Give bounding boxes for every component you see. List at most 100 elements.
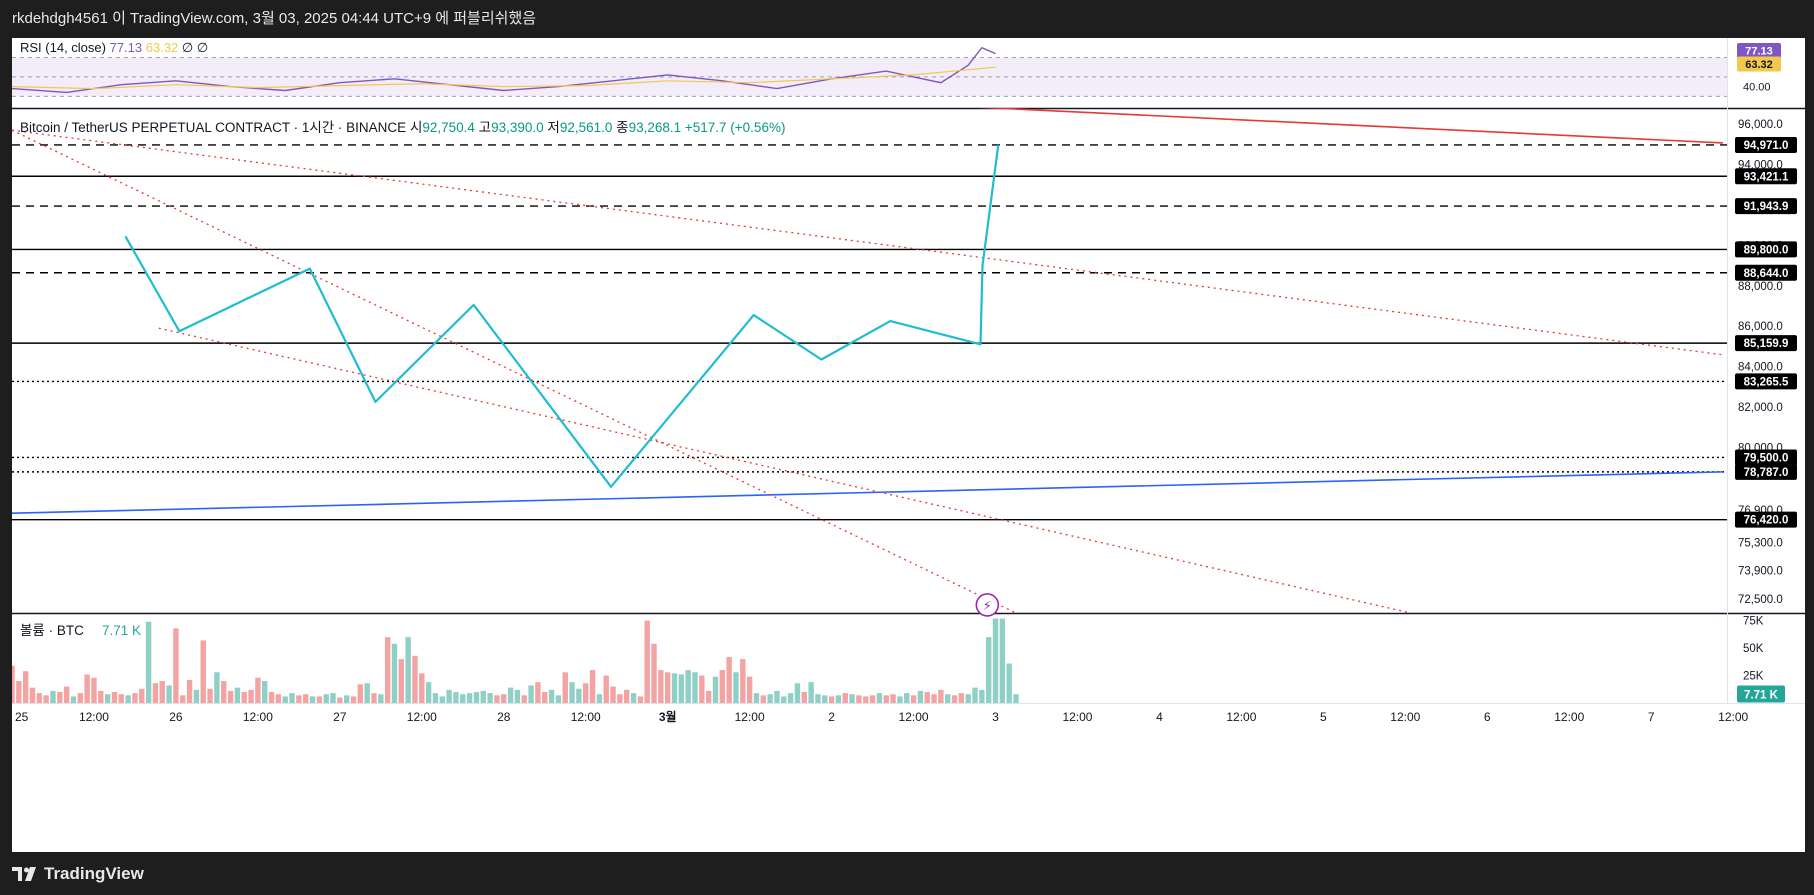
- volume-bar: [391, 643, 398, 703]
- volume-bar: [712, 676, 719, 703]
- volume-bar: [70, 696, 77, 703]
- level-badge-label: 94,971.0: [1744, 140, 1789, 152]
- volume-bar: [12, 665, 15, 703]
- volume-bar: [302, 694, 309, 703]
- volume-bar: [268, 692, 275, 703]
- volume-bar: [589, 670, 596, 703]
- volume-bar: [439, 696, 445, 703]
- price-tick-label: 84,000.0: [1738, 362, 1783, 374]
- volume-bar: [350, 696, 357, 703]
- volume-bar: [43, 695, 49, 703]
- volume-bar: [787, 693, 794, 703]
- level-badge-label: 79,500.0: [1744, 452, 1789, 464]
- trendline-dotted: [158, 327, 1411, 613]
- rsi-series-rsi: [12, 46, 996, 94]
- time-tick-label: 2: [828, 710, 835, 724]
- volume-bar: [227, 690, 234, 703]
- brand-name: TradingView: [44, 864, 144, 883]
- volume-bar: [91, 677, 97, 703]
- volume-bar: [405, 637, 411, 703]
- volume-bar: [466, 693, 473, 703]
- volume-bar: [159, 681, 165, 703]
- volume-bar: [535, 682, 541, 703]
- volume-bar: [685, 670, 691, 703]
- volume-bar: [965, 694, 971, 703]
- trading-chart[interactable]: RSI (14, close) 77.13 63.32 ∅ ∅ 40.0077.…: [12, 38, 1805, 852]
- time-tick-label: 12:00: [899, 710, 929, 724]
- volume-bar: [487, 693, 493, 703]
- time-tick-label: 12:00: [407, 710, 437, 724]
- level-badge-label: 83,265.5: [1744, 376, 1789, 388]
- volume-bar: [876, 693, 883, 703]
- volume-bar: [822, 695, 828, 703]
- time-tick-label: 3: [992, 710, 999, 724]
- volume-bar: [972, 687, 978, 703]
- volume-bar: [432, 693, 439, 703]
- volume-bar: [514, 689, 521, 703]
- volume-bar: [460, 694, 466, 703]
- volume-bar: [664, 672, 671, 703]
- time-tick-label: 12:00: [1062, 710, 1092, 724]
- volume-bar: [22, 671, 29, 703]
- time-tick-label: 6: [1484, 710, 1491, 724]
- volume-bar: [248, 689, 254, 703]
- volume-bar: [473, 692, 480, 703]
- level-badge-label: 78,787.0: [1744, 467, 1789, 479]
- volume-bar: [637, 696, 644, 703]
- volume-bar: [897, 696, 903, 703]
- volume-bar: [999, 618, 1006, 703]
- volume-bar: [774, 690, 780, 703]
- ohlc-label: 종: [616, 120, 628, 135]
- volume-bar: [125, 695, 131, 703]
- level-badge-label: 89,800.0: [1744, 244, 1789, 256]
- volume-bar: [343, 695, 350, 703]
- volume-bar: [111, 692, 118, 703]
- price-change: +517.7 (+0.56%): [685, 120, 786, 135]
- volume-bar: [726, 656, 732, 703]
- trendline-solid: [12, 471, 1723, 515]
- volume-bar: [610, 686, 616, 703]
- volume-bar: [548, 689, 555, 703]
- volume-bar: [446, 689, 452, 703]
- volume-bar: [453, 692, 459, 703]
- volume-bar: [16, 681, 22, 703]
- volume-bar: [29, 687, 36, 703]
- ohlc-value: 92,750.4: [422, 120, 478, 135]
- chart-frame: RSI (14, close) 77.13 63.32 ∅ ∅ 40.00 77.…: [12, 38, 1805, 852]
- volume-bar: [180, 695, 186, 703]
- rsi-legend-value: 77.13: [110, 40, 146, 55]
- level-badge-bg: [1735, 136, 1797, 153]
- volume-bar: [186, 679, 193, 703]
- brand-footer[interactable]: TradingView: [12, 862, 144, 886]
- volume-bar: [50, 690, 56, 703]
- ohlc-value: 92,561.0: [560, 120, 616, 135]
- level-badge-bg: [1735, 373, 1797, 390]
- volume-bar: [289, 693, 295, 703]
- volume-bar: [815, 694, 821, 703]
- level-badge-label: 76,420.0: [1744, 515, 1789, 527]
- volume-bar: [951, 695, 958, 703]
- volume-bar: [842, 693, 848, 703]
- volume-bar: [801, 692, 807, 703]
- time-tick-label: 5: [1320, 710, 1327, 724]
- rsi-plot: [12, 46, 1727, 97]
- level-badge-bg: [1735, 511, 1797, 528]
- time-tick-label: 12:00: [571, 710, 601, 724]
- volume-bar: [760, 695, 766, 703]
- price-tick-label: 72,500.0: [1738, 594, 1783, 606]
- volume-bar: [555, 695, 562, 703]
- time-tick-label: 27: [333, 710, 347, 724]
- volume-bar: [118, 694, 124, 703]
- trendline-dotted: [12, 129, 1723, 356]
- price-plot: [12, 108, 1727, 613]
- rsi-badge-label: 63.32: [1745, 59, 1773, 71]
- rsi-title: RSI (14, close): [20, 40, 110, 55]
- volume-bar: [808, 682, 814, 703]
- price-tick-label: 76,900.0: [1738, 505, 1783, 517]
- level-badge-bg: [1735, 168, 1797, 185]
- volume-bar: [692, 672, 698, 703]
- volume-bar: [917, 690, 924, 703]
- volume-bar: [678, 674, 685, 703]
- volume-bar: [494, 695, 500, 703]
- rsi-legend-value: 63.32: [146, 40, 182, 55]
